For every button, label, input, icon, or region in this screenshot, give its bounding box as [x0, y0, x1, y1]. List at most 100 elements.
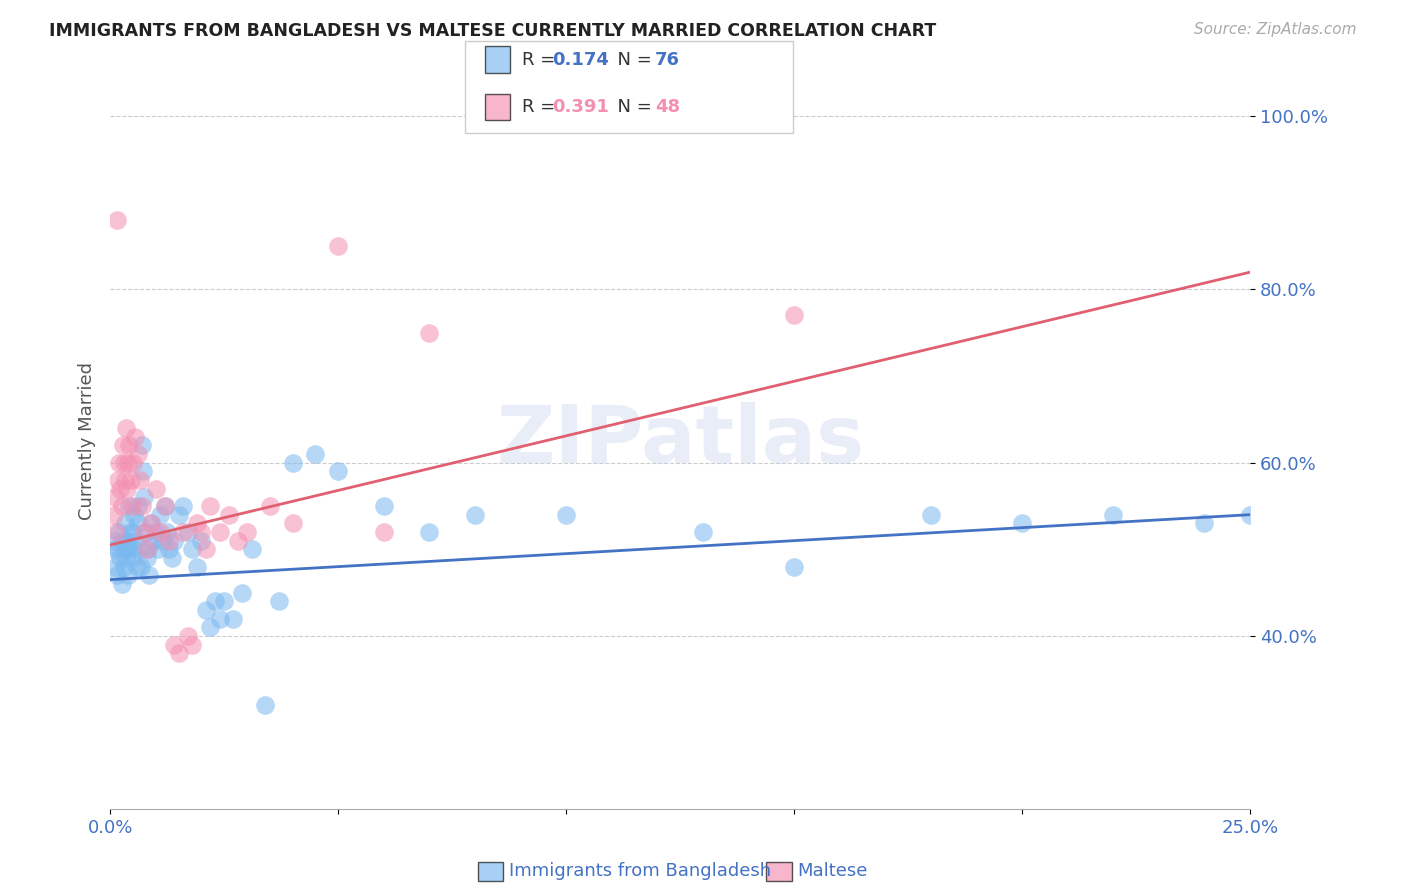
- Point: [418, 326, 440, 340]
- Text: 76: 76: [655, 51, 681, 69]
- Point: [111, 438, 134, 452]
- Point: [920, 508, 942, 522]
- Point: [692, 524, 714, 539]
- Point: [108, 524, 131, 539]
- Point: [218, 508, 240, 522]
- Point: [134, 491, 156, 505]
- Point: [117, 482, 139, 496]
- Point: [141, 516, 163, 531]
- Point: [153, 499, 176, 513]
- Point: [1239, 508, 1261, 522]
- Point: [208, 612, 231, 626]
- Point: [555, 508, 578, 522]
- Point: [159, 533, 181, 548]
- Point: [114, 516, 136, 531]
- Point: [135, 542, 157, 557]
- Point: [153, 499, 176, 513]
- Point: [120, 524, 142, 539]
- Point: [115, 551, 138, 566]
- Point: [134, 524, 156, 539]
- Point: [104, 533, 127, 548]
- Point: [122, 508, 145, 522]
- Point: [222, 612, 245, 626]
- Point: [127, 499, 149, 513]
- Text: R =: R =: [522, 98, 561, 116]
- Point: [236, 524, 259, 539]
- Y-axis label: Currently Married: Currently Married: [79, 362, 96, 520]
- Point: [142, 533, 165, 548]
- Text: N =: N =: [606, 51, 658, 69]
- Point: [124, 430, 146, 444]
- Point: [167, 508, 190, 522]
- Point: [240, 542, 263, 557]
- Point: [190, 524, 212, 539]
- Point: [125, 559, 148, 574]
- Point: [127, 447, 149, 461]
- Point: [117, 533, 139, 548]
- Point: [186, 516, 208, 531]
- Point: [267, 594, 290, 608]
- Point: [212, 594, 235, 608]
- Point: [128, 473, 150, 487]
- Text: Maltese: Maltese: [797, 863, 868, 880]
- Point: [208, 524, 231, 539]
- Point: [121, 499, 143, 513]
- Point: [200, 499, 222, 513]
- Point: [136, 542, 159, 557]
- Point: [111, 533, 134, 548]
- Point: [163, 638, 186, 652]
- Point: [122, 524, 145, 539]
- Point: [1011, 516, 1033, 531]
- Point: [105, 213, 128, 227]
- Point: [118, 438, 141, 452]
- Point: [194, 603, 217, 617]
- Point: [104, 491, 127, 505]
- Point: [115, 421, 138, 435]
- Point: [103, 542, 125, 557]
- Point: [194, 542, 217, 557]
- Point: [124, 533, 146, 548]
- Point: [304, 447, 326, 461]
- Point: [783, 559, 806, 574]
- Point: [127, 516, 149, 531]
- Point: [120, 473, 142, 487]
- Point: [373, 499, 395, 513]
- Point: [226, 533, 249, 548]
- Point: [172, 524, 194, 539]
- Point: [117, 456, 139, 470]
- Point: [131, 499, 153, 513]
- Text: N =: N =: [606, 98, 658, 116]
- Point: [254, 698, 277, 713]
- Point: [181, 638, 204, 652]
- Point: [146, 542, 169, 557]
- Point: [112, 542, 135, 557]
- Point: [152, 533, 174, 548]
- Point: [145, 482, 167, 496]
- Point: [122, 542, 145, 557]
- Point: [204, 594, 226, 608]
- Point: [122, 456, 145, 470]
- Point: [181, 542, 204, 557]
- Text: 0.391: 0.391: [553, 98, 609, 116]
- Text: Source: ZipAtlas.com: Source: ZipAtlas.com: [1194, 22, 1357, 37]
- Point: [104, 524, 127, 539]
- Point: [149, 524, 172, 539]
- Point: [145, 524, 167, 539]
- Point: [108, 551, 131, 566]
- Point: [200, 620, 222, 634]
- Point: [112, 559, 135, 574]
- Text: Immigrants from Bangladesh: Immigrants from Bangladesh: [509, 863, 770, 880]
- Point: [281, 516, 304, 531]
- Point: [159, 542, 181, 557]
- Point: [132, 464, 155, 478]
- Point: [105, 568, 128, 582]
- Point: [121, 551, 143, 566]
- Text: 0.174: 0.174: [553, 51, 609, 69]
- Point: [160, 551, 183, 566]
- Point: [373, 524, 395, 539]
- Point: [149, 508, 172, 522]
- Point: [141, 516, 163, 531]
- Point: [138, 568, 160, 582]
- Point: [259, 499, 281, 513]
- Point: [103, 508, 125, 522]
